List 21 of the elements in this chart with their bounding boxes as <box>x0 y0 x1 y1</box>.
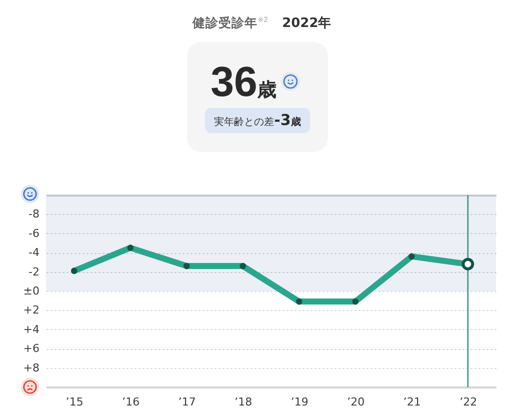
text: 実年齢との差-3歳 <box>214 111 301 129</box>
text: 健診受診年$^{※2}$ <box>192 15 268 30</box>
x-tick-label: ’19 <box>290 396 308 408</box>
y-tick-label: -2 <box>28 265 40 278</box>
x-tick-label: ’18 <box>234 396 252 408</box>
x-tick-label: ’20 <box>347 396 365 408</box>
y-tick-label: -8 <box>28 208 40 221</box>
y-tick-label: +2 <box>23 304 40 317</box>
x-tick-label: ’22 <box>460 396 478 408</box>
y-tick-label: -4 <box>28 246 40 260</box>
y-tick-label: +8 <box>23 361 40 374</box>
x-tick-label: ’17 <box>178 396 196 408</box>
y-tick-label: +6 <box>23 342 40 356</box>
y-tick-label: -6 <box>28 226 40 240</box>
y-tick-label: ±0 <box>23 284 40 298</box>
x-tick-label: ’16 <box>122 396 140 408</box>
x-tick-label: ’15 <box>66 396 84 408</box>
text: 2022年 <box>282 16 332 31</box>
y-tick-label: +4 <box>23 322 40 336</box>
x-tick-label: ’21 <box>403 396 421 408</box>
text: 36歳 <box>210 58 276 105</box>
